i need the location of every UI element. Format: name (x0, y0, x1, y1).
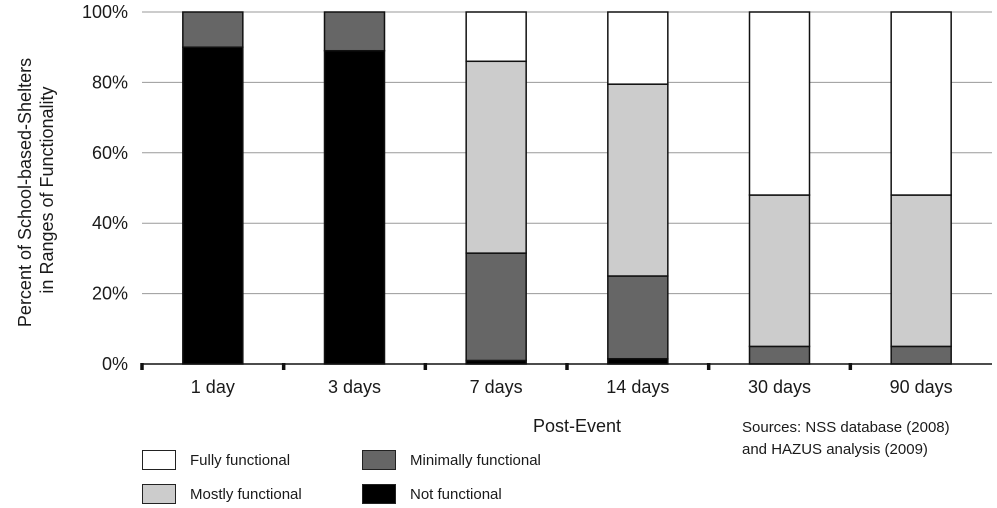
bars (182, 11, 952, 365)
y-tick-labels: 0% 20% 40% 60% 80% 100% (82, 2, 128, 374)
bar-14-days (607, 11, 669, 365)
x-tick-label: 1 day (191, 377, 235, 397)
bar-segment-minimally-functional (607, 275, 669, 360)
legend-label-not-functional: Not functional (410, 485, 502, 503)
bar-segment-fully-functional (890, 11, 952, 196)
legend-item-fully-functional: Fully functional (142, 450, 290, 470)
legend: Fully functional Minimally functional Mo… (142, 446, 602, 506)
bar-segment-not-functional (182, 46, 244, 365)
y-tick-label: 60% (92, 143, 128, 163)
bar-segment-mostly-functional (748, 194, 811, 348)
axes (140, 363, 992, 370)
x-tick-label: 7 days (470, 377, 523, 397)
bar-segment-mostly-functional (465, 60, 527, 254)
x-tick-labels: 1 day 3 days 7 days 14 days 30 days 90 days (191, 377, 953, 397)
y-axis-title-line-1: Percent of School-based-Shelters (15, 58, 35, 327)
x-axis-title: Post-Event (533, 416, 621, 436)
y-tick-label: 20% (92, 284, 128, 304)
bar-3-days (323, 11, 386, 365)
legend-swatch-minimally-functional (362, 450, 396, 470)
sources-note-line-2: and HAZUS analysis (2009) (742, 441, 928, 458)
bar-segment-minimally-functional (465, 252, 527, 362)
bar-30-days (748, 11, 811, 365)
bar-segment-not-functional (607, 357, 669, 365)
x-tick-label: 30 days (748, 377, 811, 397)
bar-segment-minimally-functional (748, 345, 811, 365)
legend-label-mostly-functional: Mostly functional (190, 485, 302, 503)
x-tick-label: 14 days (606, 377, 669, 397)
bar-90-days (890, 11, 952, 365)
bar-7-days (465, 11, 527, 365)
bar-1-day (182, 11, 244, 365)
legend-item-minimally-functional: Minimally functional (362, 450, 541, 470)
y-tick-label: 100% (82, 2, 128, 22)
legend-swatch-mostly-functional (142, 484, 176, 504)
bar-segment-not-functional (323, 49, 386, 365)
bar-segment-fully-functional (465, 11, 527, 63)
bar-segment-minimally-functional (182, 11, 244, 48)
bar-segment-fully-functional (607, 11, 669, 85)
bar-segment-minimally-functional (323, 11, 386, 52)
bar-segment-mostly-functional (607, 83, 669, 277)
bar-segment-fully-functional (748, 11, 811, 196)
bar-segment-mostly-functional (890, 194, 952, 348)
sources-note: Sources: NSS database (2008) and HAZUS a… (742, 417, 950, 461)
x-tick-label: 90 days (890, 377, 953, 397)
y-tick-label: 0% (102, 354, 128, 374)
legend-label-minimally-functional: Minimally functional (410, 451, 541, 469)
y-axis-title: Percent of School-based-Shelters in Rang… (15, 53, 57, 327)
legend-label-fully-functional: Fully functional (190, 451, 291, 469)
y-tick-label: 40% (92, 213, 128, 233)
legend-item-mostly-functional: Mostly functional (142, 484, 302, 504)
x-tick-label: 3 days (328, 377, 381, 397)
legend-swatch-fully-functional (142, 450, 176, 470)
y-tick-label: 80% (92, 72, 128, 92)
bar-segment-minimally-functional (890, 345, 952, 365)
gridlines (142, 11, 992, 295)
legend-swatch-not-functional (362, 484, 396, 504)
sources-note-line-1: Sources: NSS database (2008) (742, 419, 950, 436)
y-axis-title-line-2: in Ranges of Functionality (37, 86, 57, 293)
legend-item-not-functional: Not functional (362, 484, 502, 504)
